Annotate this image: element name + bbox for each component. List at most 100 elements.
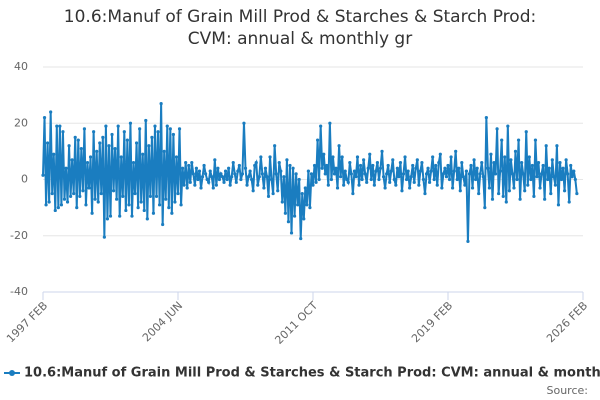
point [65, 200, 70, 204]
point [362, 158, 366, 162]
point [145, 217, 149, 221]
point [558, 161, 562, 165]
point [227, 166, 231, 170]
point [311, 183, 315, 187]
point [73, 135, 77, 139]
point [320, 166, 324, 170]
y-tick-label: -40 [10, 285, 28, 298]
point [495, 127, 499, 131]
point [322, 152, 326, 156]
point [239, 177, 243, 182]
point [377, 177, 381, 182]
point [93, 197, 97, 201]
point [199, 186, 203, 190]
point [75, 206, 79, 210]
point [575, 191, 579, 196]
point [529, 177, 533, 182]
point [397, 175, 401, 179]
point [116, 124, 120, 128]
point [437, 161, 441, 165]
point [259, 155, 263, 159]
point [111, 189, 116, 193]
point [81, 189, 85, 193]
point [357, 183, 361, 187]
point [388, 180, 392, 184]
point [262, 186, 266, 190]
point [305, 203, 309, 207]
point [535, 175, 539, 179]
point [200, 175, 205, 179]
point [52, 152, 56, 156]
point [134, 141, 139, 145]
point [383, 186, 387, 190]
point [484, 116, 488, 120]
point [423, 191, 427, 196]
point [98, 141, 102, 145]
point [300, 191, 304, 196]
point [343, 169, 347, 173]
point [564, 158, 568, 162]
point [546, 177, 550, 182]
point [466, 239, 470, 243]
point [316, 138, 320, 142]
point [256, 183, 260, 187]
point [348, 161, 352, 165]
point [455, 177, 459, 182]
point [292, 214, 297, 218]
point [173, 200, 177, 204]
point [266, 194, 271, 198]
point [454, 149, 458, 153]
point [475, 166, 479, 170]
point [205, 177, 209, 182]
point [154, 194, 159, 198]
point [447, 177, 452, 182]
point [294, 172, 298, 176]
point [401, 172, 406, 176]
point [443, 166, 447, 170]
point [555, 144, 559, 148]
point [374, 169, 378, 173]
point [181, 166, 185, 170]
point [214, 183, 218, 187]
chart-title: CVM: annual & monthly gr [188, 29, 412, 49]
point [84, 203, 88, 207]
point [421, 177, 426, 182]
point [418, 169, 422, 173]
point [530, 163, 534, 168]
y-tick-label: -20 [10, 229, 28, 242]
point [127, 203, 131, 207]
point [411, 163, 415, 168]
point [360, 177, 364, 182]
point [236, 169, 240, 173]
point [53, 208, 57, 213]
point [426, 166, 430, 170]
point [404, 177, 409, 182]
point [207, 180, 211, 184]
point [523, 189, 527, 193]
point [41, 173, 45, 177]
point [375, 161, 380, 165]
point [451, 186, 455, 190]
point [250, 177, 254, 182]
point [363, 172, 367, 176]
point [283, 211, 287, 215]
point [157, 203, 162, 207]
point [319, 124, 323, 128]
point [470, 186, 475, 190]
point [309, 172, 314, 176]
point [67, 144, 71, 148]
point [394, 183, 398, 187]
point [251, 189, 255, 193]
point [342, 183, 346, 187]
point [193, 183, 197, 187]
point [46, 141, 50, 145]
point [323, 172, 327, 176]
point [164, 197, 168, 201]
y-tick-label: 40 [14, 60, 28, 73]
point [196, 177, 200, 182]
chart-title: 10.6:Manuf of Grain Mill Prod & Starches… [64, 7, 536, 27]
point [187, 163, 191, 168]
point [279, 169, 283, 173]
point [497, 191, 501, 196]
